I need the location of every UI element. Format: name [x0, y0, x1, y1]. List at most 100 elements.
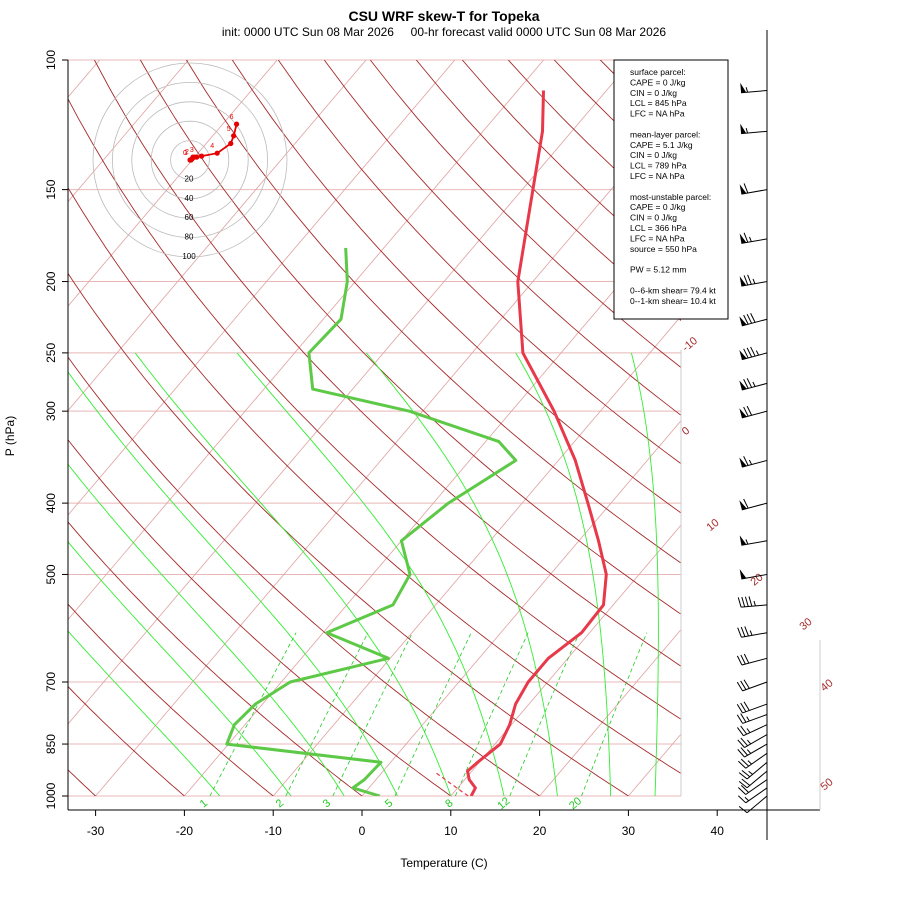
wind-barb-flag	[739, 535, 747, 546]
wind-barb-flag	[740, 123, 747, 134]
hodograph-point	[233, 121, 240, 127]
dry-adiabat	[94, 60, 681, 667]
isotherm	[68, 60, 633, 725]
hodograph-ring	[131, 101, 249, 219]
wind-barb-half	[749, 630, 753, 636]
mixing-ratio-label: 8	[443, 797, 455, 810]
x-axis: -30 -20 -10 0 10 20 30 40	[87, 810, 724, 838]
wind-barb-flag	[740, 82, 747, 93]
x-axis-label: Temperature (C)	[400, 856, 487, 870]
wind-barb-full	[740, 747, 748, 756]
wind-barb	[737, 626, 768, 638]
moist-adiabat	[68, 541, 292, 796]
mixing-ratio-lines	[209, 632, 648, 796]
wind-barb	[737, 596, 768, 608]
info-box-line: CAPE = 0 J/kg	[630, 77, 686, 87]
isotherm	[68, 60, 278, 307]
wind-barb	[740, 123, 768, 135]
wind-barb-shaft	[745, 787, 768, 804]
y-tick-label: 400	[44, 493, 58, 513]
wind-barb-half	[753, 600, 756, 607]
wind-barb-full	[746, 347, 753, 358]
info-box-line: surface parcel:	[630, 67, 686, 77]
wind-barb-full	[737, 787, 747, 795]
wind-barb-full	[743, 183, 749, 194]
wind-barb-full	[747, 274, 752, 285]
hodograph-ring	[92, 62, 288, 258]
wind-barb-flag	[739, 408, 747, 418]
wind-barb-full	[740, 654, 746, 665]
wind-barb	[739, 456, 768, 468]
wind-barb	[738, 761, 768, 780]
x-tick-label: -20	[176, 824, 194, 838]
isotherm-label: 40	[819, 677, 836, 694]
mixing-ratio-line	[285, 632, 369, 796]
wind-barb-flag	[739, 569, 747, 579]
wind-barb-shaft	[741, 281, 768, 287]
mixing-ratio-line	[509, 632, 580, 796]
isotherm	[184, 211, 681, 796]
wind-barb	[740, 82, 768, 94]
mixing-ratio-label: 3	[321, 797, 333, 810]
isotherm	[68, 60, 544, 621]
isotherm-label: 0	[680, 425, 692, 438]
hodograph-height-label: 3	[190, 147, 194, 154]
wind-barb-full	[737, 760, 747, 769]
wind-barb-half	[744, 796, 749, 802]
isotherm	[539, 629, 681, 796]
wind-barb-full	[740, 626, 746, 637]
wind-barb-full	[743, 406, 749, 417]
chart-subtitle: init: 0000 UTC Sun 08 Mar 2026 00-hr for…	[222, 25, 667, 39]
wind-barb-full	[744, 626, 749, 637]
moist-adiabat	[236, 352, 505, 796]
mixing-ratio-label: 5	[383, 797, 395, 810]
wind-barb-shaft	[745, 779, 768, 795]
wind-barb-half	[745, 539, 749, 545]
wind-barb-shaft	[745, 752, 768, 769]
wind-barb-full	[744, 596, 749, 607]
x-tick-label: 30	[622, 824, 636, 838]
isobar-grid	[68, 59, 681, 797]
dry-adiabat	[68, 356, 540, 796]
x-tick-label: 40	[711, 824, 725, 838]
hodograph-ring-label: 80	[185, 233, 194, 242]
wind-barb-flag	[739, 500, 747, 510]
isotherm-grid	[68, 60, 681, 796]
wind-barb-full	[746, 405, 753, 416]
wind-barb	[739, 232, 768, 244]
wind-barb-full	[750, 313, 756, 323]
wind-barb	[739, 183, 768, 195]
hodograph-height-label: 2	[185, 149, 189, 156]
dry-adiabat	[323, 60, 681, 416]
wind-barb-shaft	[741, 238, 768, 244]
wind-barb-full	[737, 749, 745, 758]
wind-barb	[739, 378, 768, 391]
wind-barb-flag	[739, 276, 747, 287]
wind-barb-full	[736, 703, 743, 714]
wind-barb-flag	[739, 316, 747, 326]
wind-barb-flag	[739, 184, 747, 195]
wind-barb-full	[736, 681, 743, 692]
wind-barb	[739, 569, 768, 580]
wind-barb-shaft	[746, 770, 768, 789]
y-tick-label: 100	[44, 50, 58, 70]
hodograph: 20 40 60 80 100 012 3 4 5 6	[92, 62, 288, 261]
wind-barb-full	[736, 655, 743, 666]
wind-barb-half	[752, 381, 756, 387]
moist-adiabat	[630, 352, 659, 796]
mixing-ratio-line	[581, 632, 648, 796]
wind-barb-half	[748, 459, 753, 465]
wind-barb	[737, 752, 768, 769]
mixing-ratio-line	[332, 632, 413, 796]
wind-barb-shaft	[743, 724, 768, 737]
dry-adiabat	[277, 60, 681, 465]
wind-barb-flag	[739, 233, 747, 244]
hodograph-height-label: 5	[227, 126, 231, 133]
wind-barb-full	[748, 596, 753, 607]
info-box-line: mean-layer parcel:	[630, 129, 700, 139]
wind-barb-flag	[739, 457, 747, 468]
wind-barb-shaft	[741, 89, 768, 94]
info-box-line: CIN = 0 J/kg	[630, 213, 677, 223]
hodograph-height-label: 6	[230, 114, 234, 121]
y-tick-label: 300	[44, 401, 58, 421]
